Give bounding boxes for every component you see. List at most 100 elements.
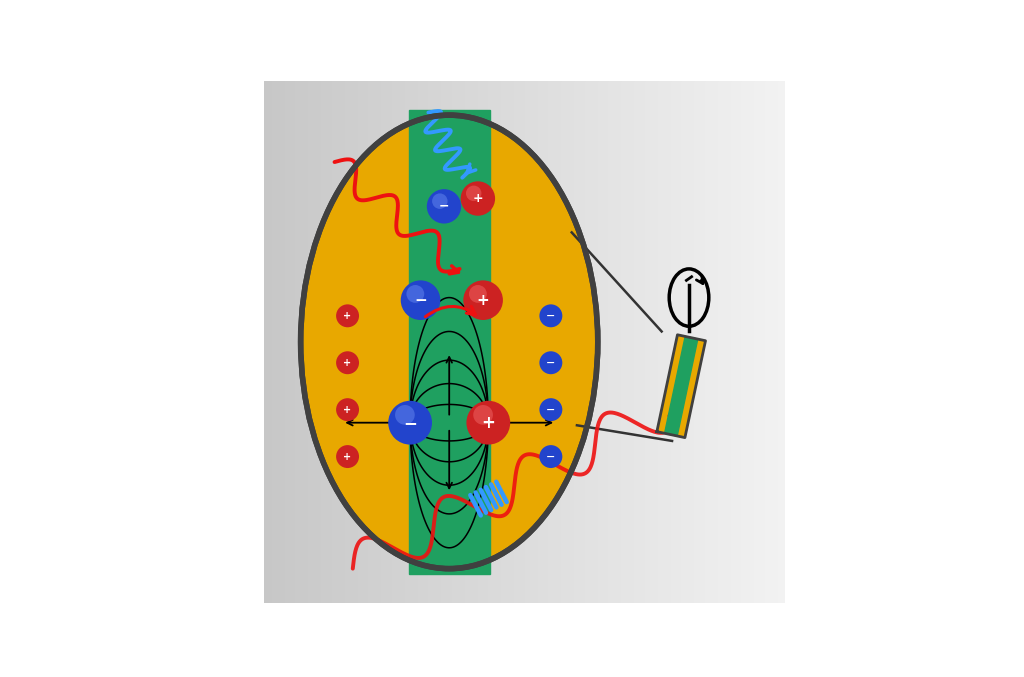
- Bar: [452, 81, 455, 603]
- Bar: [280, 81, 283, 603]
- Bar: [639, 81, 642, 603]
- Bar: [269, 81, 272, 603]
- Ellipse shape: [301, 115, 598, 569]
- Circle shape: [473, 405, 493, 424]
- Bar: [674, 81, 676, 603]
- Text: +: +: [343, 452, 351, 462]
- Bar: [668, 81, 671, 603]
- Bar: [504, 81, 507, 603]
- Bar: [746, 81, 749, 603]
- Bar: [517, 81, 519, 603]
- Bar: [358, 81, 360, 603]
- Text: −: −: [546, 357, 556, 368]
- Bar: [514, 81, 517, 603]
- Bar: [428, 81, 431, 603]
- Bar: [374, 81, 376, 603]
- Bar: [713, 81, 715, 603]
- Bar: [548, 81, 551, 603]
- Bar: [723, 81, 725, 603]
- Bar: [574, 81, 577, 603]
- Bar: [741, 81, 743, 603]
- Bar: [705, 81, 708, 603]
- Bar: [605, 81, 608, 603]
- Bar: [389, 81, 392, 603]
- Bar: [689, 81, 691, 603]
- Bar: [468, 81, 470, 603]
- Bar: [283, 81, 285, 603]
- Bar: [272, 81, 274, 603]
- Bar: [772, 81, 775, 603]
- Bar: [725, 81, 728, 603]
- Circle shape: [540, 398, 562, 421]
- Bar: [439, 81, 441, 603]
- Bar: [632, 81, 634, 603]
- Bar: [423, 81, 426, 603]
- Bar: [332, 81, 335, 603]
- Bar: [473, 81, 475, 603]
- Bar: [603, 81, 605, 603]
- Bar: [718, 81, 720, 603]
- Bar: [411, 81, 413, 603]
- Bar: [480, 81, 483, 603]
- Bar: [566, 81, 569, 603]
- Bar: [330, 81, 332, 603]
- Bar: [382, 81, 384, 603]
- Bar: [450, 81, 452, 603]
- Bar: [402, 81, 404, 603]
- Bar: [590, 81, 593, 603]
- Bar: [757, 81, 760, 603]
- Bar: [710, 81, 713, 603]
- Bar: [293, 81, 296, 603]
- Bar: [353, 81, 355, 603]
- Bar: [715, 81, 718, 603]
- Text: −: −: [438, 200, 450, 213]
- Bar: [762, 81, 765, 603]
- Bar: [681, 81, 684, 603]
- Bar: [416, 81, 418, 603]
- Bar: [627, 81, 629, 603]
- Circle shape: [427, 189, 461, 223]
- Bar: [616, 81, 618, 603]
- Bar: [502, 81, 504, 603]
- Circle shape: [540, 445, 562, 468]
- Bar: [624, 81, 627, 603]
- Bar: [337, 81, 340, 603]
- Circle shape: [466, 185, 481, 201]
- Bar: [296, 81, 298, 603]
- Bar: [485, 81, 488, 603]
- Bar: [301, 81, 303, 603]
- Bar: [728, 81, 731, 603]
- Circle shape: [432, 194, 447, 209]
- Bar: [679, 81, 681, 603]
- Bar: [559, 81, 561, 603]
- Bar: [676, 81, 679, 603]
- Bar: [308, 81, 311, 603]
- Polygon shape: [665, 336, 697, 436]
- Text: −: −: [546, 452, 556, 462]
- Bar: [536, 81, 538, 603]
- Bar: [595, 81, 598, 603]
- Circle shape: [540, 305, 562, 327]
- Bar: [775, 81, 777, 603]
- Bar: [278, 81, 280, 603]
- Bar: [519, 81, 522, 603]
- Bar: [610, 81, 613, 603]
- Bar: [413, 81, 416, 603]
- Bar: [394, 81, 397, 603]
- Bar: [409, 110, 489, 574]
- Bar: [475, 81, 478, 603]
- Bar: [298, 81, 301, 603]
- Bar: [699, 81, 702, 603]
- Bar: [736, 81, 738, 603]
- Text: +: +: [472, 192, 483, 205]
- Bar: [671, 81, 674, 603]
- Polygon shape: [656, 334, 706, 437]
- Bar: [731, 81, 733, 603]
- Bar: [613, 81, 616, 603]
- Text: +: +: [343, 405, 351, 414]
- Bar: [490, 81, 494, 603]
- Bar: [460, 81, 462, 603]
- Bar: [684, 81, 686, 603]
- Bar: [666, 81, 668, 603]
- Bar: [752, 81, 754, 603]
